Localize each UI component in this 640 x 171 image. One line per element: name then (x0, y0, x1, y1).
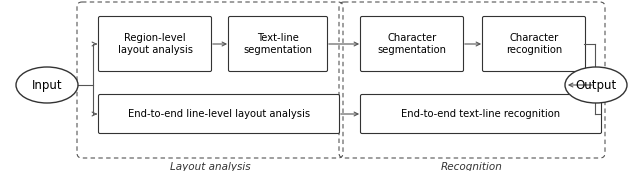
Ellipse shape (16, 67, 78, 103)
FancyBboxPatch shape (99, 95, 339, 134)
Text: Layout analysis: Layout analysis (170, 162, 250, 171)
Text: End-to-end text-line recognition: End-to-end text-line recognition (401, 109, 561, 119)
Ellipse shape (565, 67, 627, 103)
Text: End-to-end line-level layout analysis: End-to-end line-level layout analysis (128, 109, 310, 119)
Text: Character
recognition: Character recognition (506, 33, 562, 55)
FancyBboxPatch shape (483, 16, 586, 71)
Text: Character
segmentation: Character segmentation (378, 33, 447, 55)
Text: Region-level
layout analysis: Region-level layout analysis (118, 33, 193, 55)
FancyBboxPatch shape (360, 95, 602, 134)
Text: Text-line
segmentation: Text-line segmentation (243, 33, 312, 55)
Text: Output: Output (575, 78, 616, 91)
Text: Input: Input (32, 78, 62, 91)
Text: Recognition: Recognition (441, 162, 503, 171)
FancyBboxPatch shape (99, 16, 211, 71)
FancyBboxPatch shape (360, 16, 463, 71)
FancyBboxPatch shape (228, 16, 328, 71)
